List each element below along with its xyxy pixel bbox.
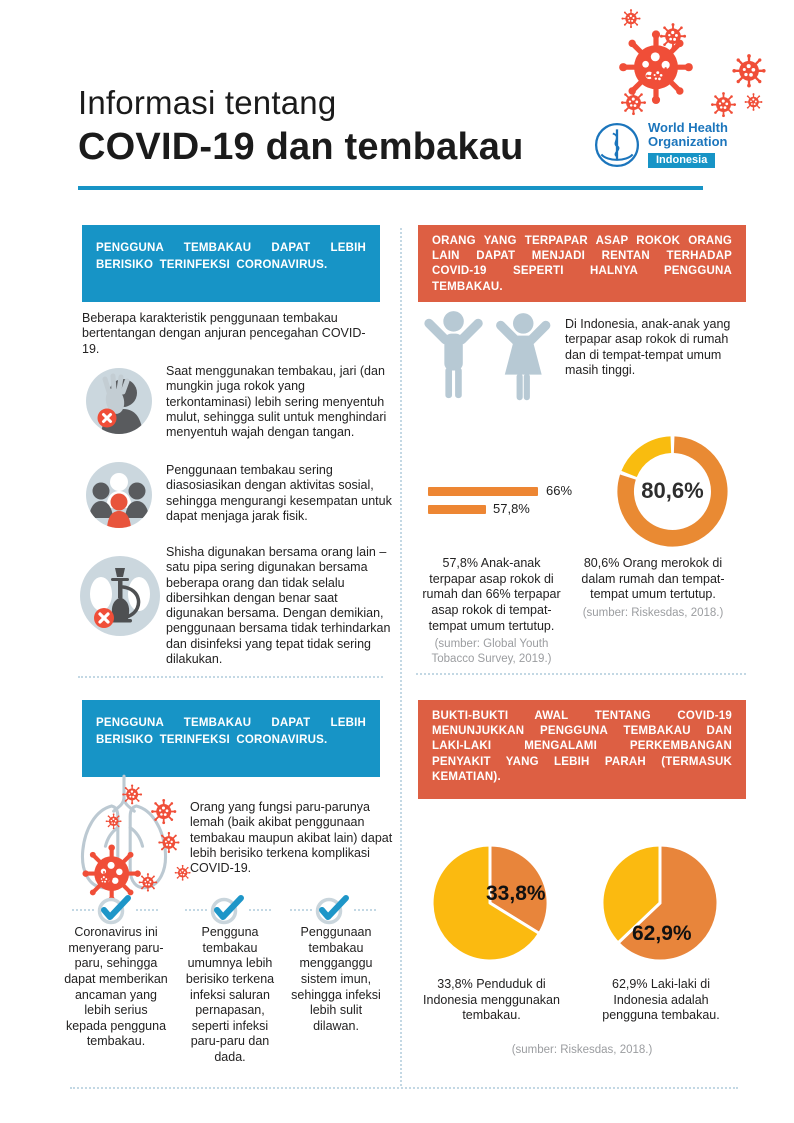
bar-label-66: 66% [546,483,573,498]
s1-left-item1-text: Saat menggunakan tembakau, jari (dan mun… [166,364,387,439]
s1-left-item3-text: Shisha digunakan bersama orang lain – sa… [166,545,391,666]
heading-box-secondhand-smoke: ORANG YANG TERPAPAR ASAP ROKOK ORANG LAI… [418,225,746,302]
bar-chart-source: (sumber: Global Youth Tobacco Survey, 20… [431,638,552,666]
who-name-line1: World Health [648,120,728,135]
heading-box-tobacco-risk-2: PENGGUNA TEMBAKAU DAPAT LEBIH BERISIKO T… [82,700,380,777]
who-country-label: Indonesia [648,152,716,168]
check-point-1: Coronavirus ini menyerang paru-paru, seh… [64,925,168,1049]
check-item-3-icon-row [290,895,376,925]
page-title-line2: COVID-19 dan tembakau [78,126,524,168]
who-logo: World Health Organization Indonesia [593,120,728,169]
pie-chart-62-percent [600,843,720,963]
dots-left [185,909,207,911]
who-name-line2: Organization [648,134,728,150]
pies-source: (sumber: Riskesdas, 2018.) [511,1044,653,1056]
dots-right [249,909,271,911]
title-divider [78,186,703,190]
section-divider-left [78,676,383,678]
heading-box-early-evidence: BUKTI-BUKTI AWAL TENTANG COVID-19 MENUNJ… [418,700,746,799]
who-emblem-icon [594,122,640,168]
dots-right [136,909,158,911]
check-icon [97,895,131,925]
donut-chart-source: (sumber: Riskesdas, 2018.) [582,606,724,619]
column-divider [400,228,402,1086]
pie-chart-33-percent [430,843,550,963]
bar-label-57: 57,8% [493,501,530,516]
s2-left-intro: Orang yang fungsi paru-parunya lemah (ba… [190,800,393,875]
social-contact-icon [86,462,152,528]
check-item-2-icon-row [185,895,271,925]
s1-left-intro: Beberapa karakteristik penggunaan tembak… [82,311,366,356]
coronavirus-cluster-icon [494,0,794,120]
s1-left-item2-text: Penggunaan tembakau sering diasosiasikan… [166,463,392,523]
donut-chart-80-percent [617,436,728,547]
shisha-pipe-icon [80,556,160,636]
heading-text: BUKTI-BUKTI AWAL TENTANG COVID-19 MENUNJ… [432,710,732,783]
check-item-1-icon-row [72,895,158,925]
check-point-2: Pengguna tembakau umumnya lebih berisiko… [185,925,275,1064]
dots-left [290,909,312,911]
pie2-caption: 62,9% Laki-laki di Indonesia adalah peng… [602,977,720,1023]
s1-right-intro: Di Indonesia, anak-anak yang terpapar as… [565,317,731,377]
page-title-line1: Informasi tentang [78,84,337,121]
bar-chart-caption-text: 57,8% Anak-anak terpapar asap rokok di r… [422,556,561,633]
heading-box-tobacco-risk-1: PENGGUNA TEMBAKAU DAPAT LEBIH BERISIKO T… [82,225,380,302]
donut-chart-caption-text: 80,6% Orang merokok di dalam rumah dan t… [581,556,725,602]
pie1-data-label: 33,8% [486,882,546,905]
footer-divider [70,1087,738,1089]
lungs-icon [56,774,192,906]
donut-center-label: 80,6% [641,478,704,503]
dots-left [72,909,94,911]
check-icon [210,895,244,925]
pie2-data-label: 62,9% [632,922,692,945]
check-point-3: Penggunaan tembakau mengganggu sistem im… [291,925,381,1033]
heading-text: PENGGUNA TEMBAKAU DAPAT LEBIH BERISIKO T… [96,717,366,747]
hand-touching-face-icon [86,368,152,434]
bar-57-percent [428,505,486,514]
heading-text: ORANG YANG TERPAPAR ASAP ROKOK ORANG LAI… [432,235,732,293]
bar-chart-caption: 57,8% Anak-anak terpapar asap rokok di r… [420,556,563,667]
children-icon [424,311,551,401]
dots-right [354,909,376,911]
bar-66-percent [428,487,538,496]
section-divider-right [416,673,746,675]
check-icon [315,895,349,925]
donut-chart-caption: 80,6% Orang merokok di dalam rumah dan t… [577,556,729,621]
heading-text: PENGGUNA TEMBAKAU DAPAT LEBIH BERISIKO T… [96,242,366,272]
pie1-caption: 33,8% Penduduk di Indonesia menggunakan … [423,977,560,1023]
